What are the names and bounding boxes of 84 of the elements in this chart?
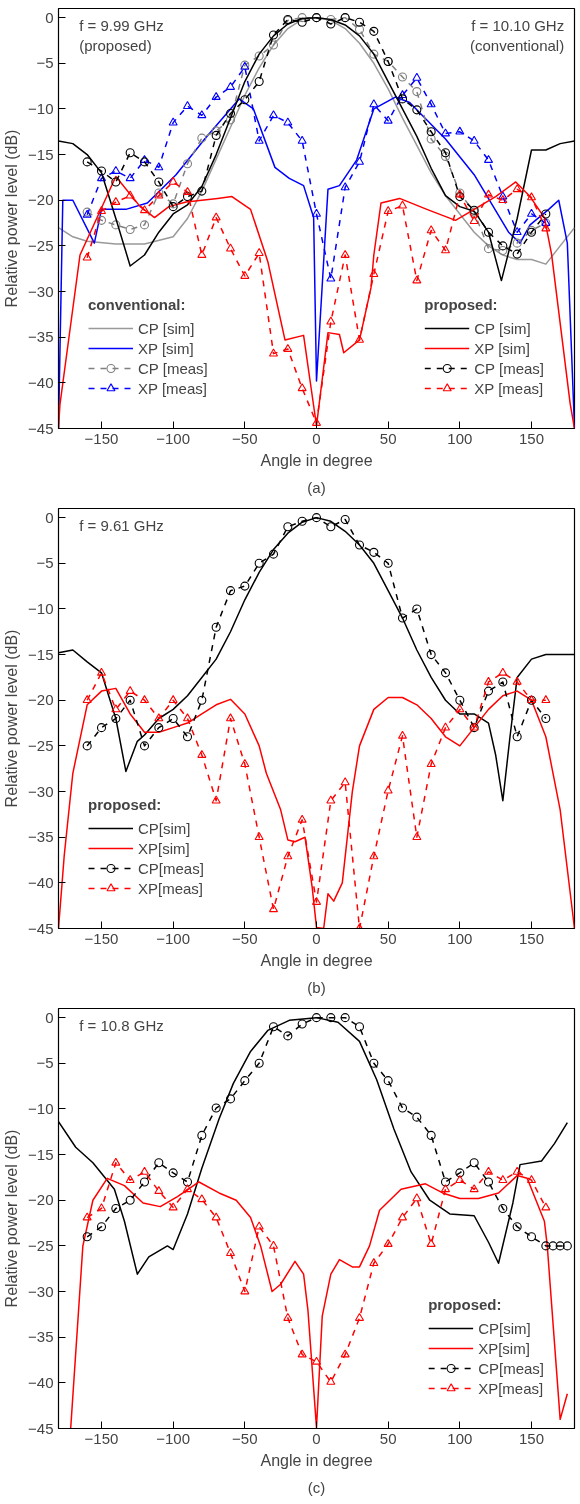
text: (b)	[307, 978, 326, 996]
x-tick-label: 100	[447, 1429, 473, 1447]
text: (c)	[307, 1478, 326, 1496]
y-tick-label: −40	[28, 1373, 54, 1391]
x-tick-label: 0	[312, 1429, 321, 1447]
x-tick-label: −150	[84, 1429, 119, 1447]
annotation: f = 10.10 GHz (conventional)	[469, 16, 565, 55]
x-tick-label: −100	[156, 429, 191, 447]
text: proposed:	[424, 296, 498, 313]
annotation: f = 9.99 GHz (proposed)	[79, 16, 164, 55]
legend-title: proposed:	[88, 796, 163, 813]
y-tick-label: −40	[28, 873, 54, 891]
y-tick-label: −45	[28, 419, 54, 437]
y-tick-label: −20	[28, 1191, 54, 1209]
y-tick-label: −5	[36, 554, 54, 572]
text: (a)	[307, 478, 326, 496]
x-tick-label: 150	[518, 1429, 545, 1447]
legend-label: XP [sim]	[474, 339, 530, 357]
x-tick-label: −100	[156, 1429, 191, 1447]
annotation: f = 9.61 GHz	[79, 516, 164, 534]
x-axis-title: Angle in degree	[260, 1451, 373, 1469]
y-axis-title: Relative power level (dB)	[3, 629, 21, 808]
y-tick-label: 0	[45, 508, 54, 526]
y-tick-label: 0	[45, 8, 54, 26]
legend-label: CP [meas]	[474, 359, 544, 377]
x-tick-label: 150	[518, 429, 545, 447]
x-axis-title: Angle in degree	[260, 451, 373, 469]
legend-label: CP[sim]	[138, 819, 191, 837]
legend-label: CP[meas]	[138, 859, 204, 877]
x-tick-label: 0	[312, 429, 321, 447]
legend-label: CP[sim]	[478, 1319, 531, 1337]
legend-title: proposed:	[428, 1296, 503, 1313]
legend-label: XP [meas]	[138, 379, 207, 397]
legend-label: XP [sim]	[138, 339, 194, 357]
x-tick-label: 0	[312, 929, 321, 947]
y-tick-label: −10	[28, 599, 54, 617]
legend-label: XP [meas]	[474, 379, 544, 397]
y-tick-label: −10	[28, 99, 54, 117]
x-tick-label: −50	[232, 929, 258, 947]
y-tick-label: −40	[28, 373, 54, 391]
annotation: f = 10.8 GHz	[79, 1016, 164, 1034]
legend-label: CP[meas]	[478, 1359, 544, 1377]
x-tick-label: −50	[232, 429, 258, 447]
y-tick-label: −25	[28, 236, 54, 254]
legend-label: CP [meas]	[138, 359, 208, 377]
y-tick-label: −30	[28, 1282, 54, 1300]
legend-label: XP[meas]	[478, 1379, 544, 1397]
y-tick-label: −25	[28, 1236, 54, 1254]
text: conventional:	[88, 296, 186, 313]
y-tick-label: −30	[28, 782, 54, 800]
y-tick-label: −45	[28, 919, 54, 937]
y-tick-label: −5	[36, 54, 54, 72]
x-tick-label: 50	[379, 929, 397, 947]
y-tick-label: −35	[28, 328, 54, 346]
y-tick-label: −10	[28, 1099, 54, 1117]
legend-label: XP[sim]	[138, 839, 190, 857]
legend-label: XP[meas]	[138, 879, 204, 897]
x-tick-label: −50	[232, 1429, 258, 1447]
x-tick-label: −150	[84, 429, 119, 447]
legend-label: XP[sim]	[478, 1339, 530, 1357]
y-tick-label: −35	[28, 1328, 54, 1346]
y-tick-label: 0	[45, 1008, 54, 1026]
y-axis-title: Relative power level (dB)	[3, 129, 21, 308]
y-tick-label: −25	[28, 736, 54, 754]
legend-label: CP [sim]	[474, 319, 531, 337]
y-tick-label: −30	[28, 282, 54, 300]
y-tick-label: −15	[28, 645, 54, 663]
x-tick-label: 100	[447, 929, 473, 947]
x-tick-label: 50	[379, 429, 397, 447]
y-tick-label: −20	[28, 191, 54, 209]
x-tick-label: 50	[379, 1429, 397, 1447]
x-tick-label: −100	[156, 929, 191, 947]
x-tick-label: 150	[518, 929, 545, 947]
y-tick-label: −15	[28, 1145, 54, 1163]
y-tick-label: −5	[36, 1054, 54, 1072]
legend-label: CP [sim]	[138, 319, 195, 337]
y-tick-label: −45	[28, 1419, 54, 1437]
y-tick-label: −20	[28, 691, 54, 709]
y-axis-title: Relative power level (dB)	[3, 1129, 21, 1308]
y-tick-label: −15	[28, 145, 54, 163]
x-tick-label: 100	[447, 429, 473, 447]
x-tick-label: −150	[84, 929, 119, 947]
y-tick-label: −35	[28, 828, 54, 846]
x-axis-title: Angle in degree	[260, 951, 373, 969]
